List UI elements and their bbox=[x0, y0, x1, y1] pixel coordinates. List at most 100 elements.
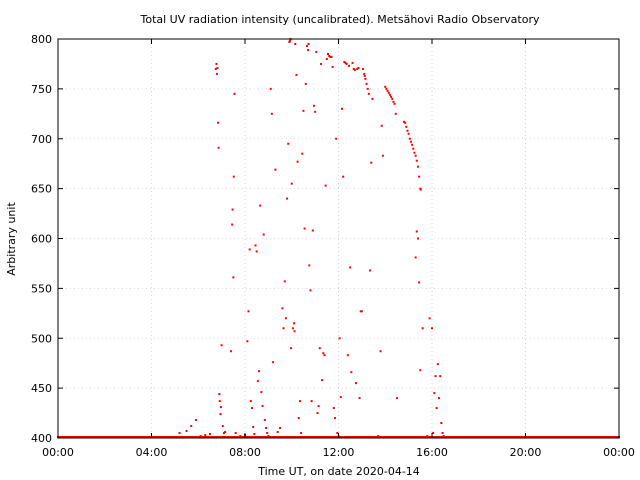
data-point bbox=[296, 160, 299, 163]
baseline-point bbox=[529, 436, 532, 439]
baseline-point bbox=[76, 436, 79, 439]
baseline-point bbox=[99, 436, 102, 439]
baseline-point bbox=[513, 436, 516, 439]
baseline-point bbox=[229, 436, 232, 439]
baseline-point bbox=[71, 436, 74, 439]
baseline-point bbox=[225, 436, 228, 439]
baseline-point bbox=[357, 436, 360, 439]
baseline-point bbox=[571, 436, 574, 439]
baseline-point bbox=[429, 436, 432, 439]
baseline-point bbox=[595, 436, 598, 439]
axis-tick-labels: 00:00 04:00 08:00 12:00 16:00 20:00 00:0040045… bbox=[31, 33, 635, 459]
baseline-point bbox=[127, 436, 130, 439]
baseline-point bbox=[525, 436, 528, 439]
baseline-point bbox=[503, 436, 506, 439]
baseline-point bbox=[314, 436, 317, 439]
baseline-point bbox=[512, 436, 515, 439]
data-point bbox=[258, 370, 261, 373]
baseline-point bbox=[164, 436, 167, 439]
baseline-point bbox=[227, 436, 230, 439]
data-point bbox=[408, 137, 411, 140]
baseline-point bbox=[81, 436, 84, 439]
data-point bbox=[259, 204, 262, 207]
baseline-point bbox=[390, 436, 393, 439]
data-point bbox=[364, 77, 367, 80]
baseline-point bbox=[434, 436, 437, 439]
data-point bbox=[260, 391, 263, 394]
baseline-point bbox=[499, 436, 502, 439]
baseline-point bbox=[554, 436, 557, 439]
baseline-point bbox=[67, 436, 70, 439]
baseline-point bbox=[115, 436, 118, 439]
baseline-point bbox=[448, 436, 451, 439]
x-axis-label: Time UT, on date 2020-04-14 bbox=[257, 465, 420, 478]
baseline-point bbox=[201, 436, 204, 439]
baseline-point bbox=[608, 436, 611, 439]
data-point bbox=[279, 427, 282, 430]
baseline-point bbox=[310, 436, 313, 439]
data-point bbox=[369, 269, 372, 272]
baseline-point bbox=[517, 436, 520, 439]
baseline-point bbox=[406, 436, 409, 439]
data-point bbox=[222, 432, 225, 435]
baseline-point bbox=[317, 436, 320, 439]
baseline-point bbox=[364, 436, 367, 439]
baseline-point bbox=[291, 436, 294, 439]
data-point bbox=[274, 168, 277, 171]
baseline-point bbox=[365, 436, 368, 439]
baseline-point bbox=[539, 436, 542, 439]
data-point bbox=[256, 380, 259, 383]
baseline-point bbox=[330, 436, 333, 439]
baseline-point bbox=[289, 436, 292, 439]
data-point bbox=[351, 61, 354, 64]
baseline-point bbox=[586, 436, 589, 439]
baseline-point bbox=[416, 436, 419, 439]
baseline-point bbox=[288, 436, 291, 439]
data-point bbox=[329, 55, 332, 58]
data-point bbox=[344, 61, 347, 64]
baseline-point bbox=[308, 436, 311, 439]
baseline-point bbox=[323, 436, 326, 439]
baseline-point bbox=[551, 436, 554, 439]
baseline-point bbox=[484, 436, 487, 439]
baseline-point bbox=[65, 436, 68, 439]
data-point bbox=[435, 407, 438, 410]
baseline-point bbox=[450, 436, 453, 439]
baseline-point bbox=[463, 436, 466, 439]
baseline-point bbox=[491, 436, 494, 439]
baseline-point bbox=[269, 436, 272, 439]
baseline-point bbox=[516, 436, 519, 439]
baseline-point bbox=[326, 436, 329, 439]
baseline-point bbox=[411, 436, 414, 439]
baseline-point bbox=[311, 436, 314, 439]
baseline-point bbox=[75, 436, 78, 439]
baseline-point bbox=[95, 436, 98, 439]
data-point bbox=[442, 435, 445, 438]
baseline-point bbox=[108, 436, 111, 439]
baseline-point bbox=[281, 436, 284, 439]
data-point bbox=[393, 102, 396, 105]
data-point bbox=[330, 55, 333, 58]
baseline-point bbox=[204, 436, 207, 439]
baseline-point bbox=[398, 436, 401, 439]
baseline-point bbox=[101, 436, 104, 439]
baseline-point bbox=[423, 436, 426, 439]
data-point bbox=[314, 110, 317, 113]
baseline-point bbox=[262, 436, 265, 439]
baseline-point bbox=[332, 436, 335, 439]
data-point bbox=[248, 248, 251, 251]
baseline-point bbox=[427, 436, 430, 439]
baseline-point bbox=[560, 436, 563, 439]
baseline-point bbox=[261, 436, 264, 439]
baseline-point bbox=[343, 436, 346, 439]
baseline-point bbox=[391, 436, 394, 439]
baseline-point bbox=[176, 436, 179, 439]
baseline-point bbox=[139, 436, 142, 439]
baseline-point bbox=[135, 436, 138, 439]
baseline-point bbox=[537, 436, 540, 439]
x-tick-label: 12:00 bbox=[323, 446, 355, 459]
baseline-point bbox=[151, 436, 154, 439]
baseline-point bbox=[120, 436, 123, 439]
baseline-point bbox=[471, 436, 474, 439]
baseline-point bbox=[566, 436, 569, 439]
